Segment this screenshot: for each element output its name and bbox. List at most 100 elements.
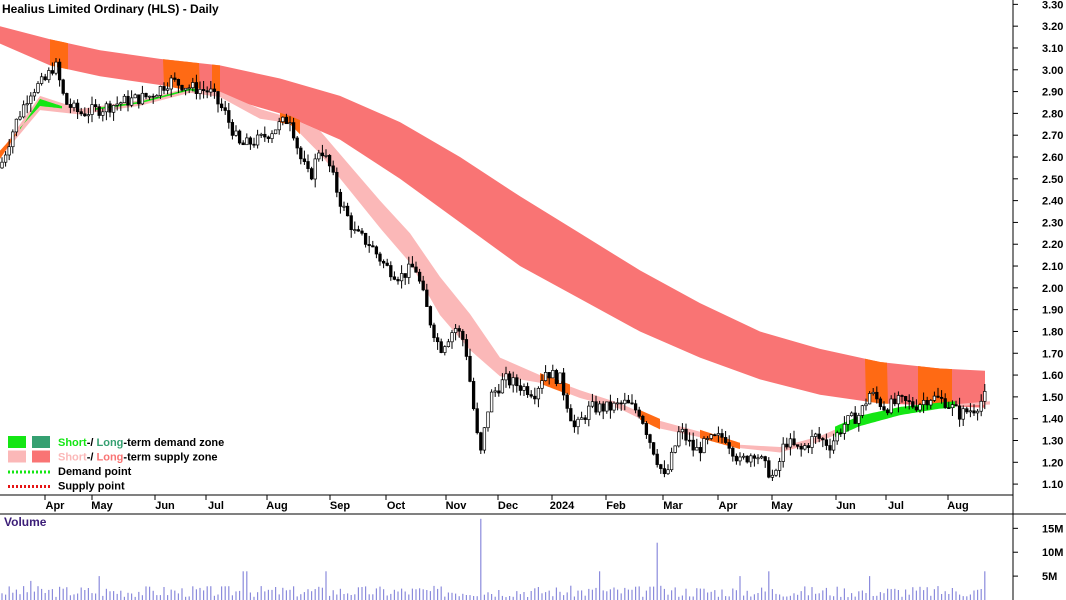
volume-bar [743, 595, 745, 600]
volume-bar [897, 590, 899, 600]
price-tick-label: 1.80 [1042, 327, 1063, 339]
candle [299, 146, 303, 165]
candle [169, 75, 173, 98]
candle [936, 387, 940, 399]
volume-bar [357, 587, 359, 600]
volume-bar [523, 592, 525, 600]
volume-bar [73, 594, 75, 600]
candle [57, 58, 62, 87]
candle [302, 150, 307, 165]
volume-bar [667, 594, 669, 600]
volume-bar [458, 596, 460, 600]
candle [439, 338, 443, 354]
candle [381, 259, 386, 269]
volume-bar [116, 593, 118, 600]
volume-bar [800, 591, 802, 600]
volume-bar [12, 592, 14, 600]
candle [457, 325, 461, 338]
volume-bar [462, 593, 464, 600]
candle [201, 81, 206, 99]
volume-bar [573, 596, 575, 600]
candle [270, 130, 274, 143]
candle [547, 372, 551, 385]
candle [162, 82, 166, 94]
candle [831, 433, 836, 454]
volume-title: Volume [4, 515, 47, 529]
volume-bar [55, 596, 57, 600]
x-tick-label: Aug [947, 500, 968, 512]
candle [493, 387, 497, 397]
x-tick-label: Jul [208, 500, 224, 512]
volume-bar [559, 591, 561, 600]
volume-bar [383, 589, 385, 600]
volume-bar [167, 595, 169, 600]
volume-bar [786, 596, 788, 600]
candle [155, 94, 159, 98]
volume-bar [782, 596, 784, 600]
candle [957, 397, 962, 427]
legend-swatch [32, 450, 50, 463]
candle [403, 273, 407, 285]
volume-bar [955, 591, 957, 600]
candle [86, 107, 91, 124]
volume-bar [591, 589, 593, 600]
candle [140, 85, 145, 106]
volume-bar [537, 587, 539, 600]
volume-bar [415, 589, 417, 600]
price-tick-label: 2.00 [1042, 283, 1063, 295]
candle [554, 368, 559, 387]
candle [723, 431, 728, 444]
candle [7, 139, 11, 161]
candle [230, 119, 235, 140]
candle [651, 442, 656, 456]
volume-bar [847, 597, 849, 600]
volume-bar [825, 587, 827, 600]
price-tick-label: 1.10 [1042, 479, 1063, 491]
candle [191, 77, 195, 92]
candle [889, 395, 893, 415]
volume-bar [696, 588, 698, 600]
volume-bar [966, 596, 968, 600]
candle [273, 129, 278, 135]
volume-bar [599, 571, 601, 600]
legend-swatch [32, 436, 50, 448]
candle [972, 404, 976, 416]
volume-bar [84, 590, 86, 600]
volume-bar [627, 589, 629, 600]
volume-bar [851, 593, 853, 600]
supply-zone-4 [918, 366, 952, 407]
candle [799, 443, 803, 457]
volume-bar [807, 595, 809, 600]
candle [486, 411, 490, 432]
candle [702, 436, 706, 454]
candle [353, 221, 357, 234]
candle [198, 81, 202, 100]
price-tick-label: 2.90 [1042, 87, 1063, 99]
volume-bar [642, 596, 644, 600]
legend-label: Demand point [58, 466, 132, 478]
volume-bar [296, 596, 298, 600]
legend-item: Short-/ Long-term demand zone [8, 436, 224, 449]
volume-bar [581, 590, 583, 600]
candle [194, 74, 199, 100]
candle [615, 398, 620, 411]
candle [975, 409, 980, 421]
candle [777, 457, 782, 478]
candle [648, 433, 652, 449]
volume-bar [401, 588, 403, 600]
volume-bar [120, 590, 122, 600]
candle [849, 411, 854, 417]
candle [687, 432, 692, 447]
volume-bar [271, 589, 273, 600]
candle [54, 58, 58, 76]
candle [425, 283, 429, 307]
candle [234, 125, 238, 137]
volume-bar [923, 590, 925, 600]
volume-bar [937, 586, 939, 600]
candle [209, 81, 213, 97]
volume-bar [8, 586, 10, 600]
volume-bar [818, 593, 820, 600]
candle [828, 438, 832, 459]
candle [165, 82, 170, 95]
